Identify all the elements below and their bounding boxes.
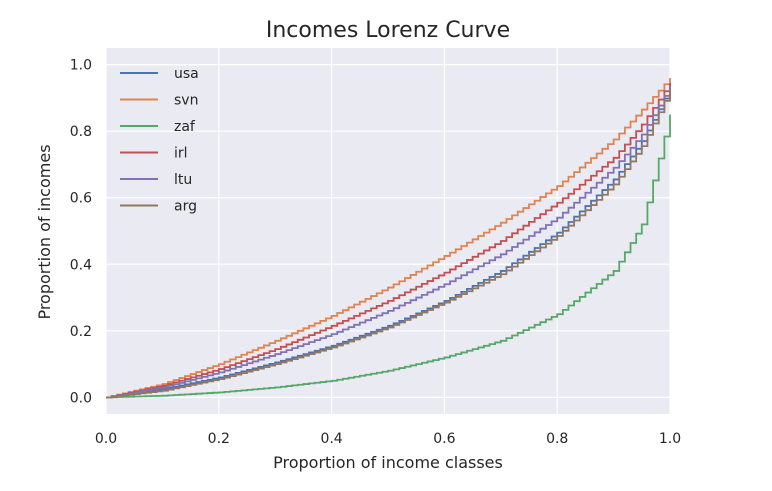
x-tick-label: 0.2 bbox=[208, 431, 230, 447]
series-line-irl bbox=[106, 82, 671, 399]
x-tick-label: 0.8 bbox=[546, 431, 568, 447]
series-line-svn bbox=[106, 77, 671, 399]
x-tick-label: 1.0 bbox=[659, 431, 681, 447]
legend: usa svn zaf irl ltu arg bbox=[120, 66, 199, 215]
y-tick-label: 0.4 bbox=[70, 257, 92, 273]
plot-area bbox=[106, 48, 670, 414]
legend-label-svn: svn bbox=[174, 93, 198, 109]
legend-label-zaf: zaf bbox=[174, 119, 196, 135]
series-line-ltu bbox=[106, 86, 671, 399]
y-tick-label: 0.6 bbox=[70, 191, 92, 207]
x-tick-label: 0.4 bbox=[320, 431, 342, 447]
x-axis-label: Proportion of income classes bbox=[273, 453, 503, 472]
grid bbox=[105, 48, 671, 414]
y-axis-label: Proportion of incomes bbox=[35, 144, 54, 319]
x-axis: 0.0 0.2 0.4 0.6 0.8 1.0 bbox=[95, 431, 681, 447]
series-line-arg bbox=[106, 89, 671, 399]
series-line-zaf bbox=[106, 114, 671, 399]
legend-label-usa: usa bbox=[174, 66, 199, 82]
y-tick-label: 1.0 bbox=[70, 58, 92, 74]
legend-label-irl: irl bbox=[174, 146, 188, 162]
x-tick-label: 0.6 bbox=[433, 431, 455, 447]
y-tick-label: 0.0 bbox=[70, 390, 92, 406]
y-axis: 0.0 0.2 0.4 0.6 0.8 1.0 bbox=[70, 58, 92, 407]
y-tick-label: 0.8 bbox=[70, 124, 92, 140]
legend-label-arg: arg bbox=[174, 199, 197, 215]
chart-title: Incomes Lorenz Curve bbox=[266, 18, 510, 43]
x-tick-label: 0.0 bbox=[95, 431, 117, 447]
series-group bbox=[106, 77, 671, 399]
y-tick-label: 0.2 bbox=[70, 324, 92, 340]
legend-label-ltu: ltu bbox=[174, 172, 192, 188]
